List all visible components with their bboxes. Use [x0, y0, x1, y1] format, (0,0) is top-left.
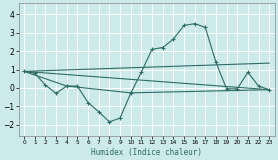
X-axis label: Humidex (Indice chaleur): Humidex (Indice chaleur) — [91, 148, 202, 156]
